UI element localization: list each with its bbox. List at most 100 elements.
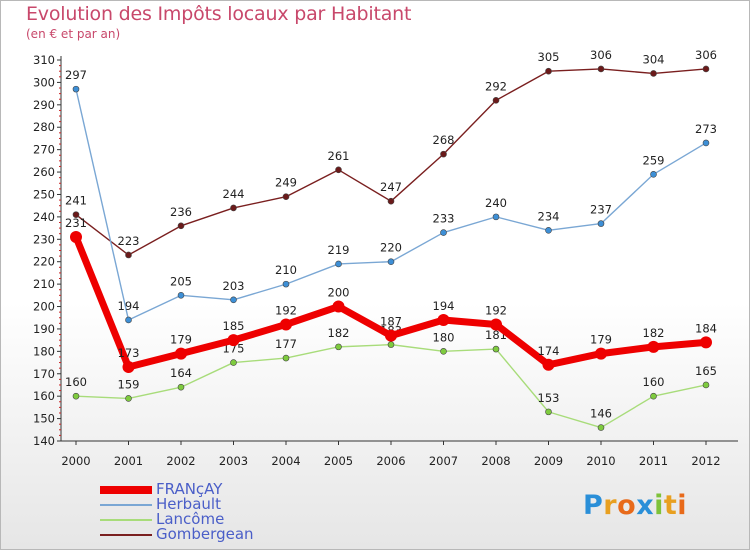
data-point-franay [595,347,607,360]
y-tick-label: 270 [33,143,55,157]
data-label-gombergean: 236 [170,205,192,219]
logo-letter: i [654,490,664,521]
data-point-gombergean [702,65,710,73]
series-line-gombergean [75,68,707,256]
legend-label-gombergean: Gombergean [156,525,254,543]
data-point-gombergean [492,97,500,104]
y-tick-label: 210 [33,277,55,291]
x-tick-label: 2001 [114,454,143,468]
data-label-franay: 194 [433,299,455,313]
data-label-lancme: 165 [695,364,717,378]
data-label-franay: 231 [65,216,87,230]
y-tick-label: 260 [33,165,55,179]
y-tick-label: 180 [33,344,55,358]
data-label-lancme: 180 [433,330,455,344]
y-tick-label: 290 [33,98,55,112]
data-label-herbault: 234 [538,209,560,223]
data-point-herbault [72,85,80,93]
data-point-franay [175,347,187,360]
data-label-lancme: 164 [170,366,192,380]
x-tick-label: 2011 [639,454,668,468]
data-point-lancme [597,424,605,431]
data-label-gombergean: 249 [275,176,297,190]
data-label-herbault: 203 [223,279,245,293]
chart-title: Evolution des Impôts locaux par Habitant [26,3,412,25]
data-label-gombergean: 223 [118,234,140,248]
data-label-lancme: 146 [590,407,612,421]
data-point-franay [542,358,555,371]
legend-swatch-gombergean [100,533,152,536]
x-tick-label: 2009 [534,454,563,468]
data-label-franay: 179 [590,333,612,347]
legend-label-lancome: Lancôme [156,510,225,528]
data-label-franay: 200 [328,286,350,300]
y-tick-label: 250 [33,187,55,201]
data-label-franay: 187 [380,315,402,329]
logo-letter: P [583,490,604,521]
data-point-lancme [440,348,447,355]
data-label-herbault: 220 [380,241,402,255]
data-point-gombergean [387,197,395,205]
x-tick-label: 2003 [219,454,248,468]
data-point-gombergean [177,222,185,230]
data-label-herbault: 259 [643,153,665,167]
data-label-gombergean: 306 [695,48,717,62]
data-point-herbault [177,292,185,299]
data-point-herbault [335,260,342,268]
logo-letter: r [603,490,618,521]
data-label-lancme: 160 [643,375,665,389]
data-label-franay: 192 [485,303,507,317]
data-point-lancme [72,392,80,400]
data-label-gombergean: 268 [433,133,455,147]
y-tick-label: 200 [33,300,55,314]
data-point-franay [227,334,240,347]
data-label-herbault: 273 [695,122,717,136]
y-tick-label: 230 [33,232,55,246]
legend-swatch-lancome [100,518,152,521]
data-point-herbault [387,258,395,266]
data-label-herbault: 194 [118,299,140,313]
x-tick-label: 2000 [61,454,90,468]
data-label-herbault: 233 [433,212,455,226]
data-label-franay: 184 [695,321,717,335]
y-tick-label: 310 [33,53,55,67]
data-point-gombergean [230,204,237,212]
y-tick-label: 240 [33,210,55,224]
data-label-herbault: 219 [328,243,350,257]
x-tick-label: 2002 [166,454,195,468]
data-point-franay [122,361,135,374]
legend-swatch-francay [100,485,152,494]
data-label-gombergean: 304 [643,52,665,66]
data-point-gombergean [597,65,605,73]
data-label-herbault: 205 [170,274,192,288]
y-tick-label: 160 [33,389,55,403]
y-tick-label: 170 [33,367,55,381]
data-point-gombergean [440,150,447,158]
data-label-lancme: 159 [118,377,140,391]
legend-label-francay: FRANçAY [156,480,223,498]
x-tick-label: 2010 [586,454,615,468]
x-tick-label: 2005 [324,454,353,468]
data-point-herbault [702,139,710,147]
data-point-franay [280,318,292,331]
data-label-gombergean: 305 [538,50,560,64]
x-tick-label: 2008 [481,454,510,468]
data-point-franay [490,318,502,331]
data-point-lancme [230,359,237,366]
y-tick-label: 220 [33,255,55,269]
data-point-franay [70,231,82,244]
data-point-lancme [650,392,657,400]
data-point-lancme [282,354,290,362]
data-point-herbault [230,296,237,304]
data-label-franay: 192 [275,303,297,317]
data-label-franay: 179 [170,333,192,347]
data-point-franay [332,300,345,313]
data-point-franay [647,340,660,353]
data-point-gombergean [335,166,342,174]
data-label-franay: 182 [643,326,665,340]
data-point-gombergean [545,67,552,75]
legend-swatch-herbault [100,503,152,506]
data-point-lancme [177,383,185,391]
